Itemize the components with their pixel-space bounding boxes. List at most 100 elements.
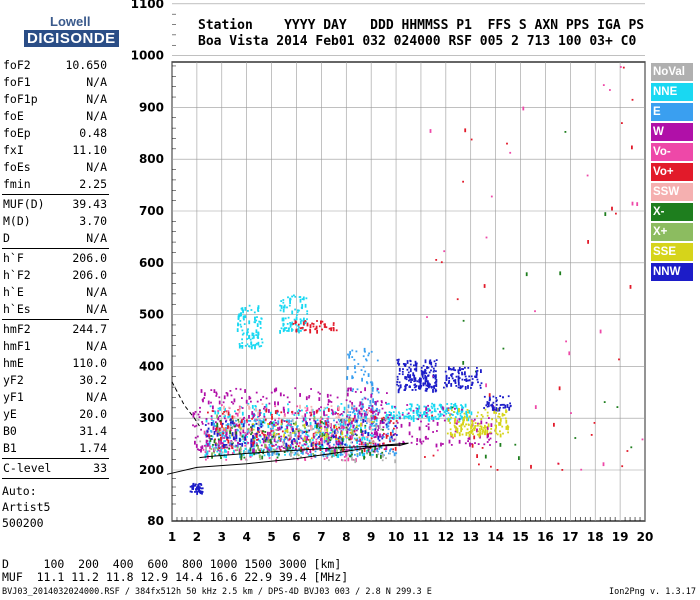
point-w xyxy=(367,448,370,450)
point-nne xyxy=(394,407,397,410)
point-e xyxy=(301,444,304,447)
point-nnw xyxy=(434,384,437,387)
point-nne xyxy=(416,412,419,417)
point-vo- xyxy=(231,445,233,449)
point-x- xyxy=(276,441,279,444)
param-key: foEp xyxy=(3,126,31,140)
point-nne xyxy=(339,423,342,427)
point-w xyxy=(382,426,385,429)
point-sse xyxy=(303,437,306,441)
point-vo- xyxy=(276,409,279,412)
point-e xyxy=(277,452,280,455)
point-nne xyxy=(225,424,228,427)
param-key: B1 xyxy=(3,441,17,455)
point-w xyxy=(313,411,316,415)
point-nnw xyxy=(446,385,448,388)
point-x- xyxy=(366,452,369,455)
point-w xyxy=(320,406,322,409)
point-nnw xyxy=(195,490,198,493)
point-e xyxy=(323,432,326,435)
point-noval xyxy=(231,425,234,428)
point-w xyxy=(420,442,423,445)
point-x- xyxy=(294,441,297,444)
point-nnw xyxy=(492,401,495,404)
point-e xyxy=(359,452,361,456)
point-nne xyxy=(246,331,248,336)
point-nnw xyxy=(433,375,436,377)
point-nnw xyxy=(416,380,419,383)
point-w xyxy=(238,448,241,453)
point-nne xyxy=(281,419,284,421)
point-ssw xyxy=(299,430,302,433)
point-sse xyxy=(477,411,479,414)
point-vo- xyxy=(316,409,319,412)
point-nnw xyxy=(430,361,433,366)
point-nnw xyxy=(452,366,455,371)
point-vo- xyxy=(218,441,221,445)
point-w xyxy=(201,445,204,450)
point-nnw xyxy=(413,380,416,383)
point-nne xyxy=(346,414,349,416)
point-sse xyxy=(505,426,508,430)
point-nnw xyxy=(414,362,417,367)
point-nne xyxy=(244,307,247,311)
point-ssw xyxy=(313,433,316,436)
y-tick-label: 300 xyxy=(139,411,164,425)
point-w xyxy=(288,401,291,403)
point-e xyxy=(339,454,342,457)
point-w xyxy=(406,404,409,406)
point-nne xyxy=(460,404,462,406)
point-e xyxy=(354,365,356,370)
point-nnw xyxy=(419,381,422,386)
point-nnw xyxy=(457,369,460,374)
point-nne xyxy=(250,341,253,344)
point-vo- xyxy=(306,407,309,411)
point-nne xyxy=(244,448,247,450)
point-vo- xyxy=(258,409,261,412)
point-nnw xyxy=(332,434,335,439)
point-e xyxy=(214,446,217,449)
point-nnw xyxy=(430,369,432,372)
point-sse xyxy=(323,436,326,440)
point-x- xyxy=(379,445,382,448)
point-x- xyxy=(374,446,377,451)
point-nne xyxy=(293,294,295,297)
point-w xyxy=(371,432,373,435)
point-w xyxy=(381,422,384,424)
point-nne xyxy=(306,310,309,313)
param-separator xyxy=(2,248,109,249)
point-vo- xyxy=(211,410,214,412)
point-x- xyxy=(278,436,280,439)
point-vo- xyxy=(278,417,280,420)
point-x- xyxy=(297,430,300,433)
point-x- xyxy=(304,427,307,429)
point-nnw xyxy=(231,420,234,425)
point-vo- xyxy=(335,445,337,448)
point-vo- xyxy=(261,430,264,435)
point-w xyxy=(416,438,419,442)
point-nne xyxy=(406,413,409,416)
point-vo- xyxy=(207,435,210,437)
point-vo- xyxy=(353,407,356,410)
point-nnw xyxy=(189,485,192,488)
point-sse xyxy=(453,424,456,427)
point-w xyxy=(238,443,241,445)
point-w xyxy=(386,392,388,394)
point-nne xyxy=(248,345,251,348)
point-nne xyxy=(251,337,254,340)
point-w xyxy=(344,435,347,438)
point-vo- xyxy=(615,212,617,215)
point-nne xyxy=(286,306,288,309)
point-w xyxy=(265,397,268,400)
legend-item-nnw: NNW xyxy=(651,263,693,281)
point-nnw xyxy=(461,378,464,381)
point-w xyxy=(381,407,384,410)
point-nnw xyxy=(201,487,204,490)
point-x- xyxy=(216,443,218,446)
point-nnw xyxy=(461,371,463,374)
point-e xyxy=(344,423,347,426)
point-noval xyxy=(385,418,388,421)
param-row: M(D) 3.70 xyxy=(2,213,109,230)
point-nne xyxy=(316,419,319,421)
point-w xyxy=(461,408,463,411)
